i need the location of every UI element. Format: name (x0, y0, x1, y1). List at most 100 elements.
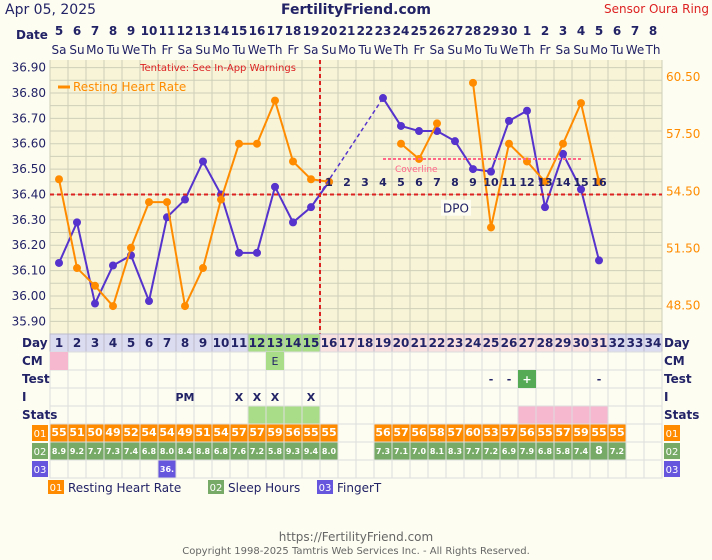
weekday-label: We (248, 43, 267, 57)
row-cell (427, 369, 447, 389)
data-point (163, 198, 171, 207)
data-value: 7.2 (484, 447, 498, 456)
footer-url[interactable]: https://FertilityFriend.com (279, 530, 433, 544)
day-number: 24 (465, 336, 482, 350)
row-cell (319, 405, 339, 425)
row-cell (49, 387, 69, 407)
row-cell (301, 369, 321, 389)
legend-label: Resting Heart Rate (73, 80, 186, 94)
row-cell (517, 405, 537, 425)
data-value: 55 (537, 426, 552, 439)
test-result: - (489, 373, 494, 386)
row-cell (355, 405, 375, 425)
data-value: 6.8 (214, 447, 229, 456)
right-axis-tick: 54.50 (666, 184, 700, 198)
weekday-label: Su (195, 43, 210, 57)
date-number: 22 (357, 24, 374, 38)
right-axis-tick: 48.50 (666, 298, 700, 312)
data-cell (301, 459, 321, 479)
data-cell (355, 441, 375, 461)
data-point (271, 182, 279, 191)
data-cell (283, 459, 303, 479)
row-cell (391, 351, 411, 371)
day-number: 19 (375, 336, 392, 350)
row-cell (391, 405, 411, 425)
row-cell (283, 405, 303, 425)
data-value: 57 (249, 426, 264, 439)
row-cell (337, 405, 357, 425)
row-cell (193, 369, 213, 389)
bottom-legend-code (48, 480, 64, 494)
date-number: 19 (303, 24, 320, 38)
row-label-left: CM (22, 354, 43, 368)
data-value: 7.7 (466, 447, 480, 456)
weekday-label: Tu (609, 43, 623, 57)
data-value: 59 (267, 426, 282, 439)
dpo-number: 1 (325, 176, 333, 189)
row-cell (445, 351, 465, 371)
day-number: 23 (447, 336, 464, 350)
date-number: 7 (91, 24, 99, 38)
data-value: 8.4 (178, 447, 193, 456)
data-value: 7.2 (610, 447, 624, 456)
row-cell (85, 405, 105, 425)
data-value: 8.3 (448, 447, 462, 456)
day-number: 31 (591, 336, 608, 350)
data-value: 54 (141, 426, 157, 439)
row-cell (607, 369, 627, 389)
data-cell (355, 459, 375, 479)
data-point (541, 177, 549, 186)
row-label-left: Test (22, 372, 50, 386)
site-title[interactable]: FertilityFriend.com (281, 2, 431, 18)
day-number: 16 (321, 336, 338, 350)
row-cell (211, 405, 231, 425)
row-cell (427, 405, 447, 425)
row-label-left: I (22, 390, 26, 404)
weekday-label: Sa (178, 43, 193, 57)
footer-copyright: Copyright 1998-2025 Tamtris Web Services… (182, 546, 530, 557)
right-axis-tick: 51.50 (666, 241, 700, 255)
day-number: 14 (285, 336, 302, 350)
row-label-right: Day (664, 336, 690, 350)
dpo-number: 13 (537, 176, 552, 189)
data-value: 7.4 (124, 447, 139, 456)
data-cell (355, 423, 375, 443)
data-point (289, 157, 297, 166)
left-axis-tick: 36.50 (12, 162, 46, 176)
data-value: 7.1 (394, 447, 409, 456)
data-value: 7.6 (232, 447, 247, 456)
weekday-label: Tu (231, 43, 245, 57)
row-cell (319, 369, 339, 389)
data-cell (337, 459, 357, 479)
data-cell (391, 459, 411, 479)
row-cell (193, 387, 213, 407)
row-cell (319, 387, 339, 407)
date-number: 6 (613, 24, 621, 38)
data-cell (607, 459, 627, 479)
intercourse-mark: PM (175, 391, 194, 404)
row-cell (373, 369, 393, 389)
data-value: 8.9 (52, 447, 67, 456)
row-cell (571, 405, 591, 425)
weekday-label: Su (447, 43, 462, 57)
date-number: 2 (541, 24, 549, 38)
bottom-legend-code (208, 480, 224, 494)
day-number: 33 (627, 336, 644, 350)
weekday-label: Th (519, 43, 535, 57)
row-cell (319, 351, 339, 371)
test-result: + (522, 373, 531, 386)
row-code-left-text: 02 (34, 447, 47, 458)
data-point (109, 261, 117, 270)
date-number: 10 (141, 24, 158, 38)
data-cell (517, 459, 537, 479)
dpo-number: 9 (469, 176, 477, 189)
row-cell (409, 405, 429, 425)
date-number: 5 (55, 24, 63, 38)
day-number: 9 (199, 336, 207, 350)
row-cell (553, 351, 573, 371)
data-value: 6.8 (538, 447, 553, 456)
row-cell (355, 351, 375, 371)
row-cell (391, 387, 411, 407)
day-number: 11 (231, 336, 248, 350)
row-cell (85, 387, 105, 407)
